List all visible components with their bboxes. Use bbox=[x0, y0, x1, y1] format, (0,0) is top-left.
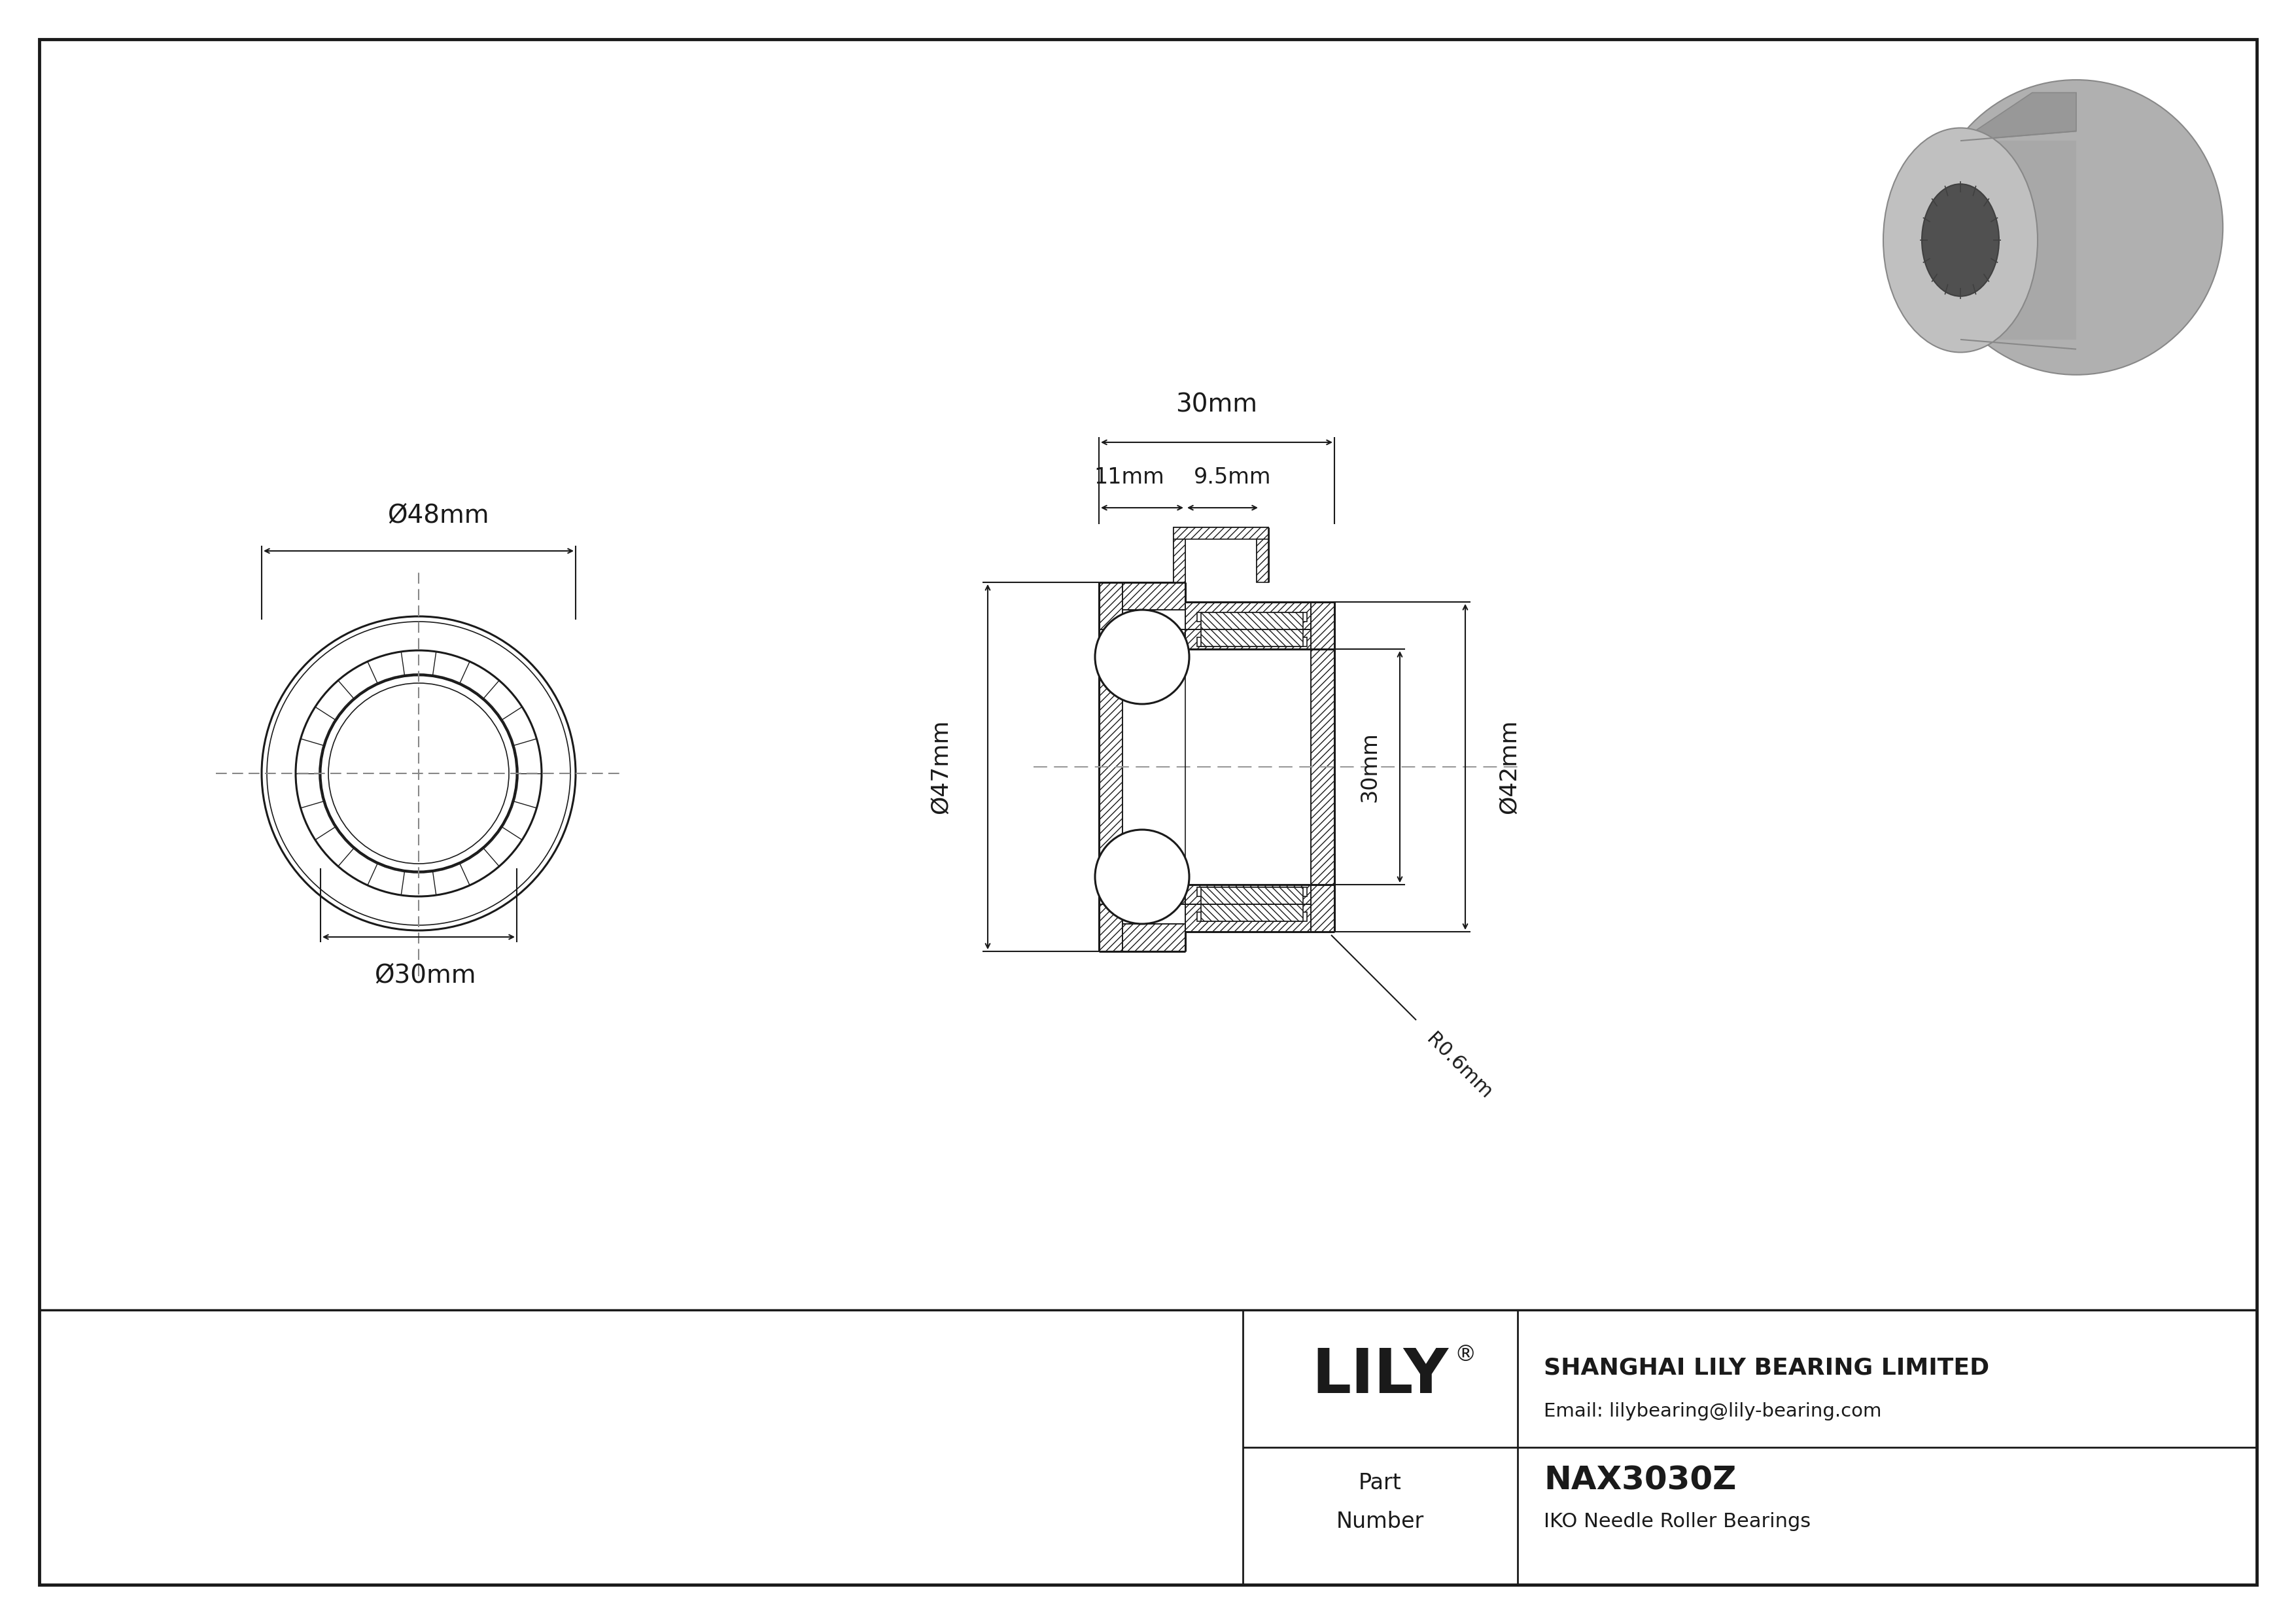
Bar bbox=[1961, 141, 2076, 339]
Text: NAX3030Z: NAX3030Z bbox=[1543, 1465, 1736, 1496]
Text: 9.5mm: 9.5mm bbox=[1194, 466, 1272, 489]
Text: 11mm: 11mm bbox=[1093, 466, 1164, 489]
Ellipse shape bbox=[1883, 128, 2037, 352]
Bar bbox=[1185, 885, 1311, 905]
Text: Part: Part bbox=[1359, 1473, 1403, 1494]
Bar bbox=[1185, 603, 1311, 630]
Text: Email: lilybearing@lily-bearing.com: Email: lilybearing@lily-bearing.com bbox=[1543, 1403, 1883, 1421]
Bar bbox=[1196, 612, 1306, 622]
Bar bbox=[1196, 637, 1306, 646]
Bar bbox=[1173, 528, 1267, 539]
Bar bbox=[1201, 887, 1304, 921]
Text: R0.6mm: R0.6mm bbox=[1424, 1030, 1495, 1103]
Text: Ø30mm: Ø30mm bbox=[374, 963, 475, 987]
Ellipse shape bbox=[1922, 184, 2000, 296]
Bar bbox=[1123, 583, 1185, 611]
Text: Ø42mm: Ø42mm bbox=[1497, 719, 1520, 814]
Bar bbox=[1242, 1311, 2257, 1585]
Ellipse shape bbox=[1929, 80, 2223, 375]
Text: LILY: LILY bbox=[1311, 1346, 1449, 1406]
Text: Number: Number bbox=[1336, 1510, 1424, 1533]
Text: 30mm: 30mm bbox=[1359, 731, 1380, 802]
Bar bbox=[1100, 583, 1123, 952]
Text: Ø47mm: Ø47mm bbox=[930, 719, 953, 814]
Bar bbox=[1201, 612, 1304, 646]
Circle shape bbox=[1095, 830, 1189, 924]
Bar bbox=[1311, 603, 1334, 932]
Text: 30mm: 30mm bbox=[1176, 393, 1258, 417]
Circle shape bbox=[1095, 611, 1189, 705]
Text: Ø48mm: Ø48mm bbox=[388, 503, 489, 528]
Bar bbox=[1100, 630, 1185, 650]
Text: SHANGHAI LILY BEARING LIMITED: SHANGHAI LILY BEARING LIMITED bbox=[1543, 1356, 1988, 1379]
Bar bbox=[1256, 528, 1267, 583]
Text: ®: ® bbox=[1453, 1345, 1476, 1366]
Bar bbox=[1185, 630, 1311, 650]
Bar bbox=[1100, 885, 1185, 905]
Bar bbox=[1196, 913, 1306, 921]
Bar bbox=[1173, 528, 1185, 583]
Bar bbox=[1185, 905, 1311, 932]
Bar bbox=[1196, 887, 1306, 896]
Text: IKO Needle Roller Bearings: IKO Needle Roller Bearings bbox=[1543, 1512, 1812, 1531]
Bar bbox=[1123, 924, 1185, 952]
Polygon shape bbox=[1961, 93, 2076, 141]
